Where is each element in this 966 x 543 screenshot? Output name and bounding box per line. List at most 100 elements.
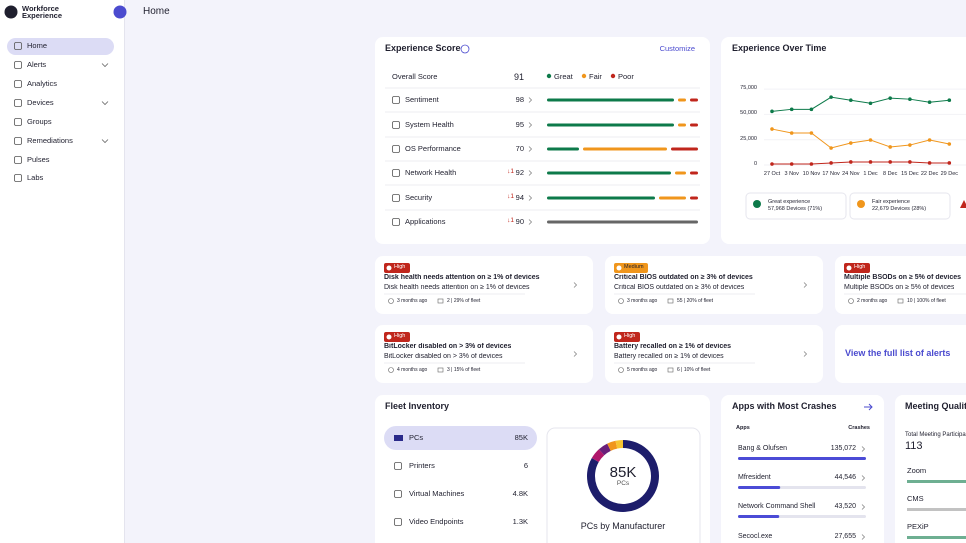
- alert-age: 4 months ago: [397, 367, 428, 374]
- alert-card[interactable]: [375, 325, 593, 383]
- meeting-app: CMS: [907, 493, 924, 503]
- x-tick-label: 10 Nov: [802, 170, 821, 177]
- score-label: OS Performance: [405, 143, 461, 153]
- card-title: Experience Score: [385, 43, 461, 54]
- meeting-quality-card: [895, 395, 966, 543]
- x-tick-label: 1 Dec: [863, 170, 878, 177]
- x-tick-label: 15 Dec: [901, 170, 919, 177]
- view-all-link[interactable]: View the full list of alerts: [845, 348, 951, 359]
- x-tick-label: 8 Dec: [883, 170, 898, 177]
- severity-label: High: [854, 263, 866, 270]
- score-label: Security: [405, 192, 433, 202]
- alert-subtitle: BitLocker disabled on > 3% of devices: [384, 353, 503, 361]
- legend-label: Fair: [589, 71, 602, 81]
- alert-age: 2 months ago: [857, 298, 888, 305]
- inventory-value: 85K: [514, 432, 528, 442]
- score-value: 92: [515, 167, 524, 177]
- inventory-label[interactable]: Video Endpoints: [409, 516, 464, 526]
- alert-title: BitLocker disabled on > 3% of devices: [384, 343, 512, 351]
- legend-name: Great experience: [768, 198, 811, 205]
- meeting-app: PEXiP: [907, 521, 929, 531]
- nav-item[interactable]: Home: [27, 40, 48, 50]
- card-title: Apps with Most Crashes: [732, 401, 837, 412]
- score-change: ↓1: [507, 168, 514, 176]
- alert-subtitle: Battery recalled on ≥ 1% of devices: [614, 353, 724, 361]
- alert-devices: 2 | 29% of fleet: [447, 298, 481, 305]
- alert-title: Multiple BSODs on ≥ 5% of devices: [844, 274, 962, 282]
- nav-item[interactable]: Groups: [27, 116, 52, 126]
- score-value: 98: [515, 94, 524, 104]
- metric-value: 113: [905, 439, 923, 452]
- score-value: 70: [515, 143, 524, 153]
- score-label: Network Health: [405, 167, 457, 177]
- alert-subtitle: Critical BIOS outdated on ≥ 3% of device…: [614, 284, 745, 292]
- alert-card[interactable]: [605, 325, 823, 383]
- inventory-label[interactable]: PCs: [409, 432, 424, 442]
- x-tick-label: 22 Dec: [920, 170, 939, 177]
- alert-title: Disk health needs attention on ≥ 1% of d…: [384, 274, 540, 282]
- inventory-value: 6: [523, 460, 528, 470]
- alert-devices: 55 | 20% of fleet: [677, 298, 714, 305]
- x-tick-label: 29 Dec: [940, 170, 959, 177]
- x-tick-label: 3 Nov: [784, 170, 799, 177]
- inventory-label[interactable]: Printers: [409, 460, 435, 470]
- experience-over-time-card: [721, 37, 966, 244]
- card-title: Experience Over Time: [732, 43, 827, 54]
- score-value: 90: [515, 216, 524, 226]
- legend-name: Fair experience: [872, 198, 910, 205]
- alert-card[interactable]: [375, 256, 593, 314]
- nav-item[interactable]: Analytics: [27, 78, 58, 88]
- nav-item[interactable]: Alerts: [27, 59, 47, 69]
- inventory-label[interactable]: Virtual Machines: [409, 488, 465, 498]
- alert-devices: 10 | 100% of fleet: [907, 298, 946, 305]
- sidebar: [0, 0, 125, 543]
- alert-devices: 3 | 15% of fleet: [447, 367, 481, 374]
- customize-link[interactable]: Customize: [659, 43, 695, 53]
- meeting-app: Zoom: [907, 465, 927, 475]
- severity-label: High: [394, 332, 406, 339]
- app-name: Bang & Olufsen: [738, 445, 788, 453]
- legend-summary: 22,679 Devices (28%): [872, 205, 927, 212]
- donut-caption: PCs by Manufacturer: [580, 521, 666, 532]
- alert-subtitle: Multiple BSODs on ≥ 5% of devices: [844, 284, 955, 292]
- crash-count: 44,546: [834, 474, 856, 482]
- donut-value: 85K: [609, 463, 637, 481]
- alert-devices: 6 | 10% of fleet: [677, 367, 711, 374]
- score-label: Overall Score: [392, 71, 438, 81]
- alert-subtitle: Disk health needs attention on ≥ 1% of d…: [384, 284, 530, 292]
- nav-item[interactable]: Remediations: [27, 135, 73, 145]
- severity-label: High: [624, 332, 636, 339]
- crash-count: 27,655: [834, 533, 856, 541]
- alert-age: 3 months ago: [397, 298, 428, 305]
- legend-label: Great: [554, 71, 573, 81]
- legend-label: Poor: [618, 71, 634, 81]
- experience-score-card: [375, 37, 710, 244]
- crash-count: 43,520: [834, 503, 856, 511]
- app-name: Network Command Shell: [738, 503, 816, 511]
- score-value: 94: [515, 192, 524, 202]
- apps-crashes-card: [721, 395, 884, 543]
- card-title: Fleet Inventory: [385, 401, 450, 412]
- y-tick-label: 75,000: [740, 85, 757, 92]
- inventory-value: 4.8K: [512, 488, 528, 498]
- y-tick-label: 0: [753, 160, 757, 167]
- nav-item[interactable]: Devices: [27, 97, 54, 107]
- card-title: Meeting Quality: [905, 401, 966, 412]
- inventory-value: 1.3K: [512, 516, 528, 526]
- score-label: Sentiment: [405, 94, 439, 104]
- page-title: Home: [143, 5, 170, 17]
- nav-item[interactable]: Pulses: [27, 154, 50, 164]
- x-tick-label: 24 Nov: [842, 170, 860, 177]
- column-header: Crashes: [848, 424, 870, 431]
- score-value: 91: [513, 72, 524, 83]
- brand: Workforce: [22, 3, 59, 13]
- score-label: System Health: [405, 119, 454, 129]
- column-header: Apps: [736, 424, 750, 431]
- nav-item[interactable]: Labs: [27, 172, 44, 182]
- score-change: ↓1: [507, 193, 514, 201]
- alert-title: Battery recalled on ≥ 1% of devices: [614, 343, 732, 351]
- brand: Experience: [22, 10, 63, 20]
- view-all-card[interactable]: [835, 325, 966, 383]
- app-name: Secocl.exe: [738, 533, 773, 541]
